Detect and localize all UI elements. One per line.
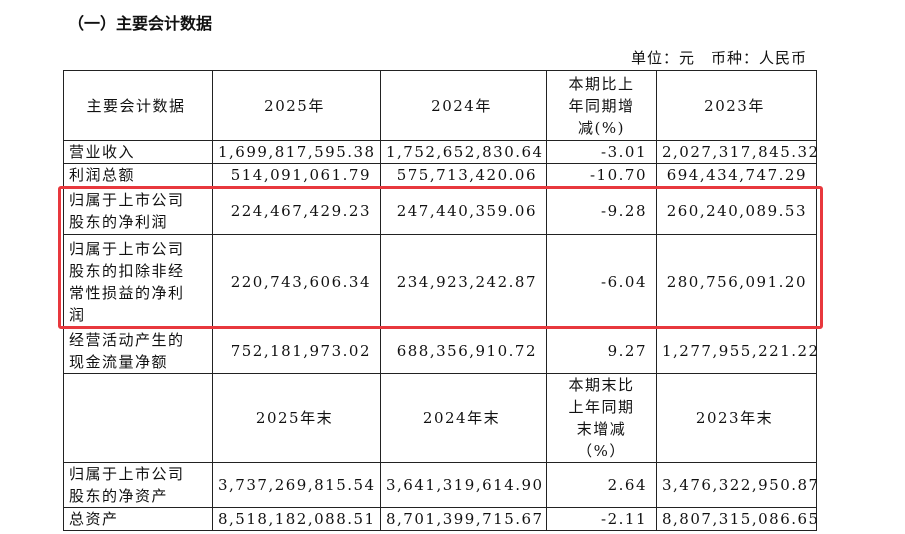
accounting-table: 主要会计数据 2025年 2024年 本期比上年同期增减(%) 2023年 营业收入 1,6… <box>63 70 818 531</box>
table-cell: 3,476,322,950.87 <box>656 462 818 508</box>
table-cell: 694,434,747.29 <box>656 163 817 187</box>
table-cell: 2023年末 <box>656 373 817 463</box>
table-cell: 归属于上市公司股东的净利润 <box>63 186 213 235</box>
table-cell: 1,752,652,830.64 <box>380 140 547 164</box>
table-cell: 224,467,429.23 <box>212 186 381 235</box>
table-cell: 514,091,061.79 <box>212 163 381 187</box>
table-cell: 主要会计数据 <box>63 70 213 141</box>
table-cell: 3,641,319,614.90 <box>380 462 547 508</box>
table-cell: 利润总额 <box>63 163 213 187</box>
table-cell: 8,807,315,086.65 <box>656 507 818 531</box>
table-row: 归属于上市公司股东的扣除非经常性损益的净利润 220,743,606.34 234,… <box>63 234 817 329</box>
table-cell: -10.70 <box>546 163 657 187</box>
table-cell: 1,699,817,595.38 <box>212 140 381 164</box>
table-row: 归属于上市公司股东的净利润 224,467,429.23 247,440,359.0… <box>63 186 817 235</box>
table-cell: 总资产 <box>63 507 213 531</box>
table-cell: 260,240,089.53 <box>656 186 817 235</box>
table-cell: 9.27 <box>546 328 657 374</box>
table-cell: 2.64 <box>546 462 657 508</box>
table-cell: 归属于上市公司股东的扣除非经常性损益的净利润 <box>63 234 213 329</box>
table-cell: 220,743,606.34 <box>212 234 381 329</box>
table-cell: 2025年末 <box>212 373 381 463</box>
section-title: （一）主要会计数据 <box>68 14 213 33</box>
table-cell: 688,356,910.72 <box>380 328 547 374</box>
table-cell: 归属于上市公司股东的净资产 <box>63 462 213 508</box>
table-cell: 3,737,269,815.54 <box>212 462 381 508</box>
unit-note: 单位：元 币种：人民币 <box>630 49 807 67</box>
table-cell: -6.04 <box>546 234 657 329</box>
table-row: 总资产 8,518,182,088.51 8,701,399,715.67 -2.11… <box>63 507 818 531</box>
table-row: 经营活动产生的现金流量净额 752,181,973.02 688,356,910.7… <box>63 328 818 374</box>
table-cell: 本期末比上年同期末增减（%） <box>546 373 657 463</box>
table-cell: 经营活动产生的现金流量净额 <box>63 328 213 374</box>
table-cell: 营业收入 <box>63 140 213 164</box>
table-row: 利润总额 514,091,061.79 575,713,420.06 -10.70 69… <box>63 163 817 187</box>
table-cell: 2024年 <box>380 70 547 141</box>
table-cell: 8,701,399,715.67 <box>380 507 547 531</box>
table-cell: -9.28 <box>546 186 657 235</box>
table-cell: 234,923,242.87 <box>380 234 547 329</box>
table-cell: 2025年 <box>212 70 381 141</box>
table-cell: 280,756,091.20 <box>656 234 817 329</box>
table-row: 营业收入 1,699,817,595.38 1,752,652,830.64 -3.0… <box>63 140 818 164</box>
table-cell: 本期比上年同期增减(%) <box>546 70 657 141</box>
table-cell: 247,440,359.06 <box>380 186 547 235</box>
table-cell: 2024年末 <box>380 373 547 463</box>
table-cell: 2023年 <box>656 70 817 141</box>
table-row: 主要会计数据 2025年 2024年 本期比上年同期增减(%) 2023年 <box>63 70 817 141</box>
table-cell <box>63 373 213 463</box>
table-cell: 575,713,420.06 <box>380 163 547 187</box>
table-cell: 752,181,973.02 <box>212 328 381 374</box>
table-cell: 2,027,317,845.32 <box>656 140 818 164</box>
table-cell: -3.01 <box>546 140 657 164</box>
table-cell: 1,277,955,221.22 <box>656 328 818 374</box>
table-row: 归属于上市公司股东的净资产 3,737,269,815.54 3,641,319,6… <box>63 462 818 508</box>
table-row: 2025年末 2024年末 本期末比上年同期末增减（%） 2023年末 <box>63 373 817 463</box>
table-cell: -2.11 <box>546 507 657 531</box>
table-cell: 8,518,182,088.51 <box>212 507 381 531</box>
